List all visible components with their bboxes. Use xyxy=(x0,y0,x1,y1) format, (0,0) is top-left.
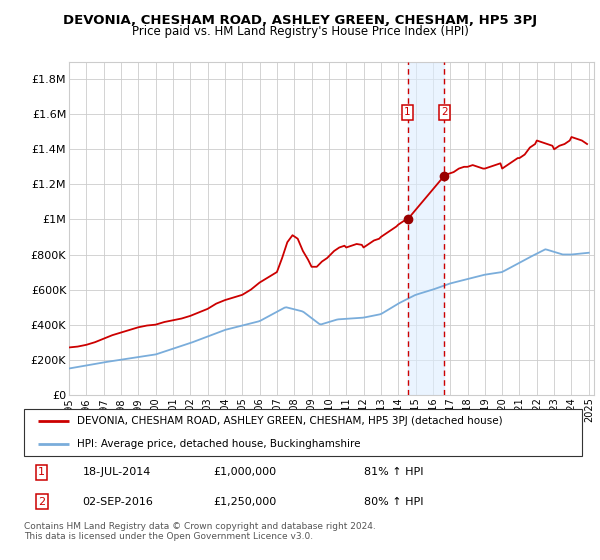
Text: 18-JUL-2014: 18-JUL-2014 xyxy=(83,467,151,477)
Text: 1: 1 xyxy=(38,467,45,477)
Bar xyxy=(407,62,445,395)
Text: 02-SEP-2016: 02-SEP-2016 xyxy=(83,497,154,507)
FancyBboxPatch shape xyxy=(24,409,582,456)
Text: 1: 1 xyxy=(404,108,411,118)
Text: 2: 2 xyxy=(38,497,45,507)
Text: 2: 2 xyxy=(441,108,448,118)
Text: 81% ↑ HPI: 81% ↑ HPI xyxy=(364,467,424,477)
Text: DEVONIA, CHESHAM ROAD, ASHLEY GREEN, CHESHAM, HP5 3PJ (detached house): DEVONIA, CHESHAM ROAD, ASHLEY GREEN, CHE… xyxy=(77,416,503,426)
Text: £1,000,000: £1,000,000 xyxy=(214,467,277,477)
Text: 80% ↑ HPI: 80% ↑ HPI xyxy=(364,497,424,507)
Text: Price paid vs. HM Land Registry's House Price Index (HPI): Price paid vs. HM Land Registry's House … xyxy=(131,25,469,39)
Text: Contains HM Land Registry data © Crown copyright and database right 2024.
This d: Contains HM Land Registry data © Crown c… xyxy=(24,522,376,542)
Text: £1,250,000: £1,250,000 xyxy=(214,497,277,507)
Text: HPI: Average price, detached house, Buckinghamshire: HPI: Average price, detached house, Buck… xyxy=(77,439,361,449)
Text: DEVONIA, CHESHAM ROAD, ASHLEY GREEN, CHESHAM, HP5 3PJ: DEVONIA, CHESHAM ROAD, ASHLEY GREEN, CHE… xyxy=(63,14,537,27)
